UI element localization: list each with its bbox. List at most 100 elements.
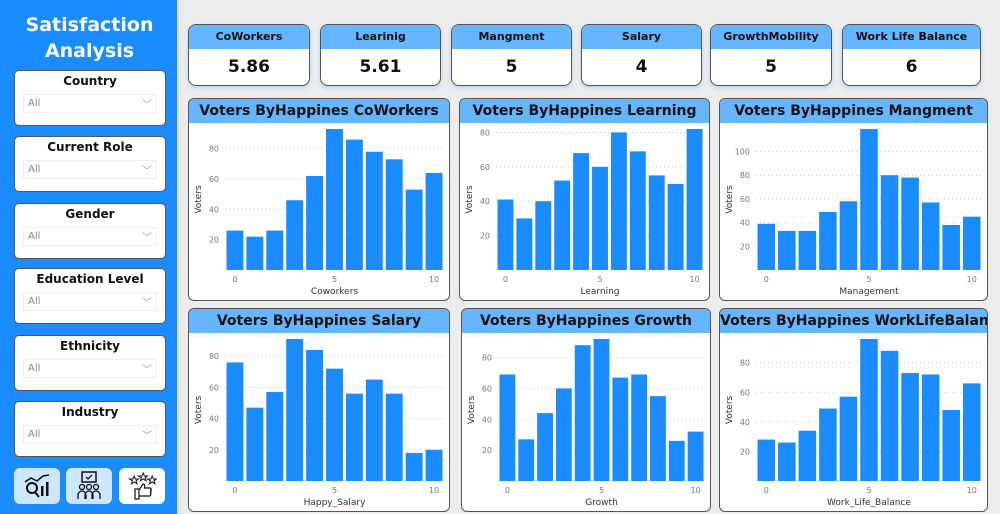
bar [226, 230, 244, 270]
bar [425, 172, 443, 270]
bar [306, 349, 324, 481]
gender-dropdown[interactable]: All ﹀ [23, 227, 157, 246]
y-tick-label: 80 [740, 359, 750, 368]
x-tick-label: 5 [866, 486, 871, 495]
y-tick-label: 20 [209, 236, 219, 245]
bar [819, 408, 837, 481]
x-tick-label: 5 [599, 486, 604, 495]
bar [798, 230, 817, 270]
chart-growth: Voters ByHappines Growth 20 40 60 80 0 5 10 Grow… [461, 308, 711, 512]
bar [286, 200, 304, 270]
kpi-card-learning: Learinig 5.61 [320, 24, 441, 86]
industry-dropdown[interactable]: All ﹀ [23, 425, 157, 444]
x-tick-label: 0 [764, 275, 769, 284]
bar [345, 393, 363, 481]
bar [650, 396, 666, 481]
bar [631, 374, 648, 481]
bar [921, 374, 940, 481]
bar [266, 392, 284, 481]
bar [365, 379, 383, 481]
y-tick-label: 80 [209, 352, 219, 361]
chart-coworkers: Voters ByHappines CoWorkers 20 40 60 80 0 5 10 C… [188, 98, 450, 301]
bar [942, 224, 960, 270]
dropdown-value: All [28, 296, 41, 307]
bar-chart: 20 40 60 80 100 0 5 10 Management Voters [725, 129, 982, 297]
x-tick-label: 5 [332, 275, 337, 284]
chart-title: Voters ByHappines CoWorkers [189, 99, 449, 123]
bar [518, 439, 535, 481]
chevron-down-icon: ﹀ [142, 233, 152, 244]
filter-label: Industry [61, 405, 119, 419]
y-tick-label: 80 [740, 171, 750, 180]
x-axis-label: Learning [580, 287, 619, 297]
x-axis-label: Growth [585, 498, 618, 508]
bar-chart: 20 40 60 80 0 5 10 Growth Voters [467, 339, 705, 508]
chart-title: Voters ByHappines Learning [460, 99, 709, 123]
kpi-value: 5.86 [228, 57, 270, 77]
bar [246, 407, 264, 481]
x-tick-label: 10 [690, 486, 700, 495]
y-axis-label: Voters [725, 185, 735, 214]
filter-country: Country All ﹀ [14, 70, 166, 126]
bar [425, 449, 443, 481]
y-tick-label: 20 [740, 242, 750, 251]
x-tick-label: 0 [764, 486, 769, 495]
bar [226, 362, 244, 481]
filter-label: Gender [65, 207, 115, 221]
x-tick-label: 10 [429, 275, 439, 284]
bar [573, 153, 590, 270]
chart-title: Voters ByHappines WorkLifeBalance [720, 309, 987, 333]
bar [574, 345, 591, 481]
x-tick-label: 10 [689, 275, 699, 284]
x-tick-label: 5 [597, 275, 602, 284]
nav-presentation-button[interactable] [66, 468, 112, 504]
thumbs-up-stars-icon [127, 471, 157, 500]
y-tick-label: 60 [740, 388, 750, 397]
bar [942, 410, 960, 481]
bar [757, 223, 776, 270]
chevron-down-icon: ﹀ [142, 298, 152, 309]
nav-feedback-button[interactable] [119, 468, 165, 504]
country-dropdown[interactable]: All ﹀ [23, 94, 157, 113]
filter-education-level: Education Level All ﹀ [14, 268, 166, 324]
y-axis-label: Voters [465, 185, 475, 214]
x-axis-label: Coworkers [311, 287, 358, 297]
bar [497, 199, 514, 270]
kpi-card-growth-mobility: GrowthMobility 5 [710, 24, 832, 86]
kpi-label: Salary [582, 25, 701, 49]
sidebar: Satisfaction Analysis Country All ﹀ Curre… [0, 0, 179, 514]
x-tick-label: 0 [232, 486, 237, 495]
ethnicity-dropdown[interactable]: All ﹀ [23, 359, 157, 378]
kpi-card-salary: Salary 4 [581, 24, 702, 86]
bar [593, 339, 610, 481]
filter-ethnicity: Ethnicity All ﹀ [14, 335, 166, 391]
bar [326, 129, 343, 270]
chart-title: Voters ByHappines Growth [462, 309, 710, 333]
y-tick-label: 80 [482, 354, 492, 363]
x-axis-label: Management [839, 287, 899, 297]
bar [246, 236, 264, 270]
y-tick-label: 80 [480, 128, 490, 137]
bar [499, 374, 516, 481]
dropdown-value: All [28, 231, 41, 242]
y-tick-label: 20 [480, 232, 490, 241]
y-tick-label: 40 [209, 415, 219, 424]
bar [798, 430, 817, 481]
chevron-down-icon: ﹀ [142, 365, 152, 376]
chart-salary: Voters ByHappines Salary 20 40 60 80 0 5 10 Happ… [188, 308, 450, 512]
bar [345, 139, 363, 270]
current-role-dropdown[interactable]: All ﹀ [23, 160, 157, 179]
bar [757, 439, 776, 481]
bar [687, 431, 704, 481]
nav-analytics-button[interactable] [14, 468, 60, 504]
bar [385, 393, 403, 481]
bar [668, 440, 685, 481]
analytics-search-icon [24, 474, 50, 498]
kpi-card-work-life-balance: Work Life Balance 6 [842, 24, 981, 86]
bar [860, 339, 878, 481]
education-level-dropdown[interactable]: All ﹀ [23, 292, 157, 311]
kpi-label: GrowthMobility [711, 25, 831, 49]
filter-label: Education Level [36, 272, 144, 286]
kpi-card-coworkers: CoWorkers 5.86 [188, 24, 310, 86]
app-title: Satisfaction Analysis [25, 14, 154, 62]
